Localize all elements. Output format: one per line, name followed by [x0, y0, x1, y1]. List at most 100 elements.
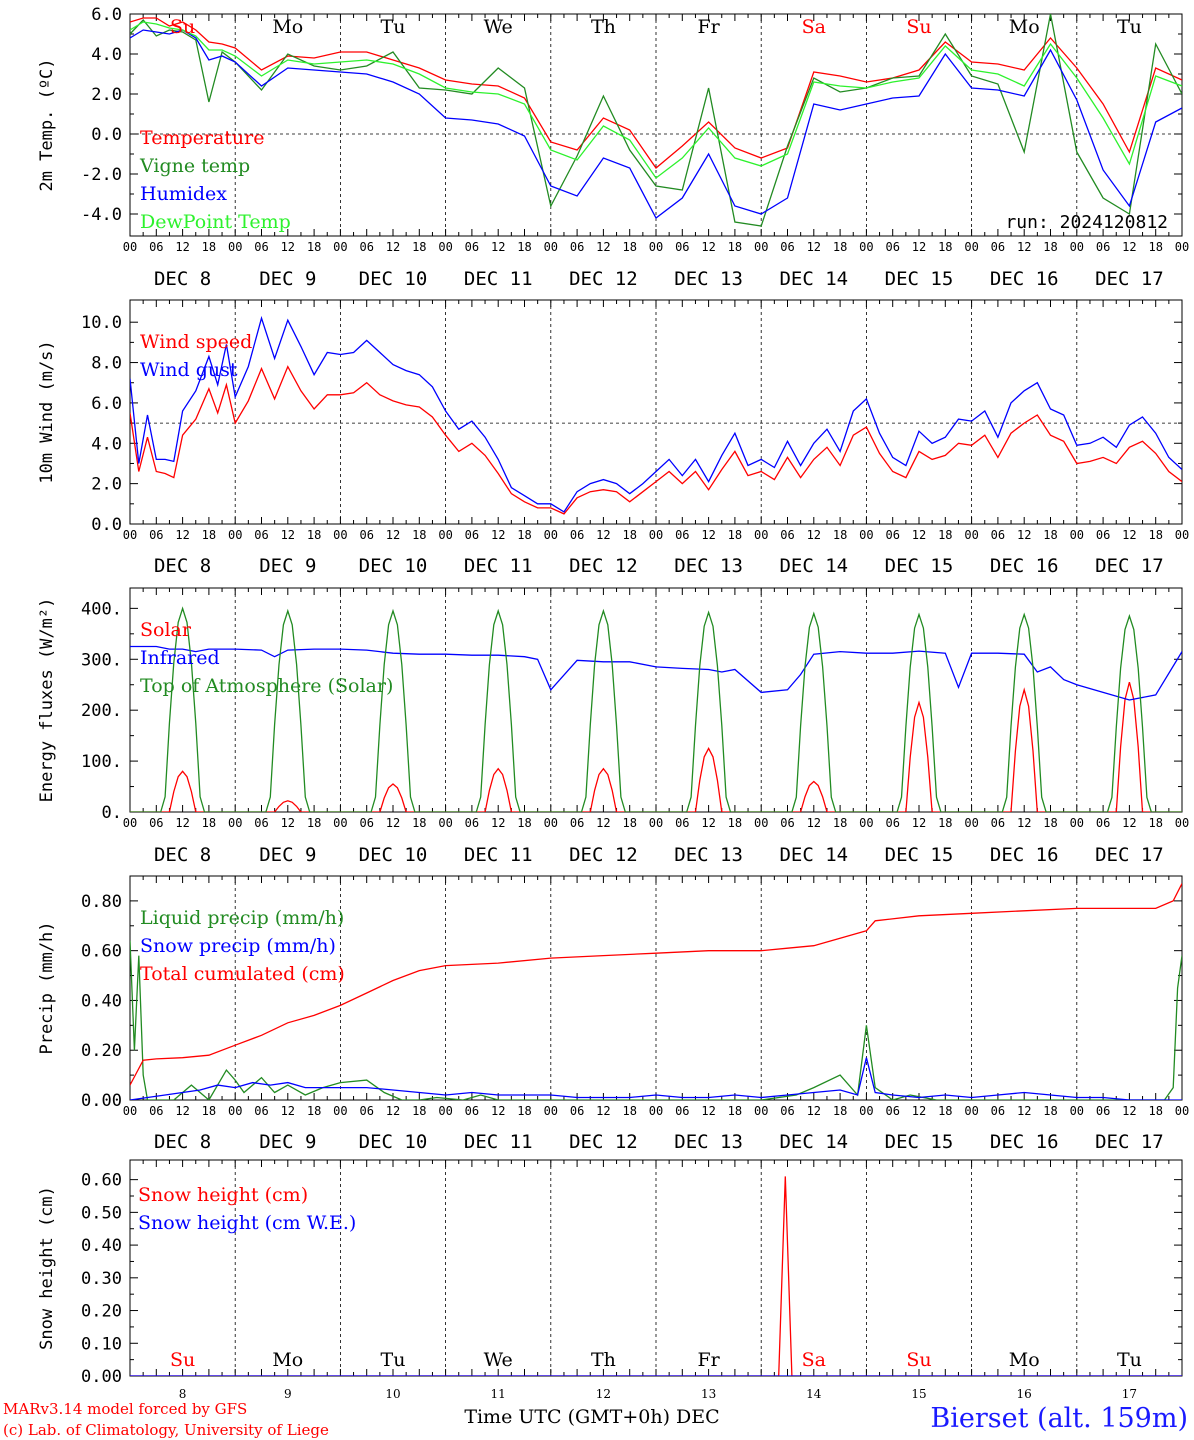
y-tick-label: 100. [81, 752, 122, 772]
y-tick-label: 400. [81, 599, 122, 619]
date-label: DEC 10 [359, 555, 428, 577]
hour-tick-label: 18 [1043, 240, 1057, 254]
y-axis-label: 2m Temp. (ºC) [37, 58, 57, 191]
hour-tick-label: 18 [728, 1104, 742, 1118]
day-number-label: 11 [491, 1387, 506, 1401]
weekday-label: Tu [1117, 16, 1142, 38]
date-label: DEC 9 [259, 844, 316, 866]
series-line-wind-gust [130, 315, 1182, 513]
weekday-label: Su [170, 1349, 195, 1371]
hour-tick-label: 12 [1122, 816, 1136, 830]
hour-tick-label: 06 [675, 816, 689, 830]
hour-tick-label: 06 [991, 528, 1005, 542]
hour-tick-label: 06 [570, 528, 584, 542]
legend-entry: DewPoint Temp [140, 211, 291, 233]
legend-entry: Total cumulated (cm) [140, 963, 345, 985]
hour-tick-label: 00 [859, 240, 873, 254]
date-label: DEC 17 [1095, 268, 1164, 290]
date-label: DEC 14 [779, 844, 848, 866]
footer-lab-credit: (c) Lab. of Climatology, University of L… [3, 1421, 329, 1439]
hour-tick-label: 12 [701, 528, 715, 542]
date-label: DEC 10 [359, 844, 428, 866]
hour-tick-label: 18 [412, 1104, 426, 1118]
hour-tick-label: 18 [202, 816, 216, 830]
hour-tick-label: 06 [465, 528, 479, 542]
hour-tick-label: 18 [517, 816, 531, 830]
hour-tick-label: 18 [412, 816, 426, 830]
hour-tick-label: 00 [754, 1104, 768, 1118]
date-label: DEC 12 [569, 555, 638, 577]
y-tick-label: 2.0 [91, 85, 122, 105]
hour-tick-label: 18 [517, 1104, 531, 1118]
hour-tick-label: 06 [991, 816, 1005, 830]
hour-tick-label: 06 [780, 816, 794, 830]
hour-tick-label: 00 [964, 240, 978, 254]
plot-frame [129, 299, 1183, 525]
hour-tick-label: 00 [544, 240, 558, 254]
weekday-label: Fr [697, 16, 720, 38]
date-label: DEC 17 [1095, 555, 1164, 577]
hour-tick-label: 00 [964, 1104, 978, 1118]
date-label: DEC 14 [779, 268, 848, 290]
hour-tick-label: 00 [859, 528, 873, 542]
y-tick-label: 0.00 [81, 1091, 122, 1111]
hour-tick-label: 12 [1017, 816, 1031, 830]
hour-tick-label: 12 [1017, 1104, 1031, 1118]
hour-tick-label: 18 [622, 528, 636, 542]
hour-tick-label: 00 [228, 528, 242, 542]
hour-tick-label: 00 [123, 240, 137, 254]
hour-tick-label: 18 [833, 1104, 847, 1118]
hour-tick-label: 00 [964, 528, 978, 542]
hour-tick-label: 12 [1122, 1104, 1136, 1118]
day-number-label: 8 [179, 1387, 187, 1401]
hour-tick-label: 00 [1070, 1104, 1084, 1118]
day-number-label: 10 [385, 1387, 400, 1401]
hour-tick-label: 18 [307, 528, 321, 542]
hour-tick-label: 00 [544, 528, 558, 542]
day-number-label: 13 [701, 1387, 716, 1401]
weekday-label: Su [906, 1349, 931, 1371]
hour-tick-label: 12 [596, 240, 610, 254]
hour-tick-label: 12 [596, 528, 610, 542]
day-number-label: 9 [284, 1387, 292, 1401]
run-label: run: 2024120812 [1005, 212, 1168, 233]
date-label: DEC 12 [569, 268, 638, 290]
day-number-label: 17 [1122, 1387, 1137, 1401]
series-line-vigne-temp [130, 14, 1182, 227]
hour-tick-label: 12 [386, 816, 400, 830]
panel-3: 400. 300. 200. 100. 0. Energy fluxes (W/m²) 00… [37, 587, 1189, 866]
hour-tick-label: 06 [149, 528, 163, 542]
date-label: DEC 12 [569, 844, 638, 866]
y-tick-label: 0.10 [81, 1334, 122, 1354]
y-tick-label: 6.0 [91, 5, 122, 25]
hour-tick-label: 00 [649, 816, 663, 830]
date-label: DEC 13 [674, 1131, 743, 1153]
series-line-humidex [130, 29, 1182, 219]
footer-model-credit: MARv3.14 model forced by GFS [3, 1400, 247, 1418]
weekday-label: Su [170, 16, 195, 38]
y-tick-label: 8.0 [91, 354, 122, 374]
hour-tick-label: 00 [438, 1104, 452, 1118]
series-line-snow-precip-mm-h- [130, 1057, 1182, 1100]
hour-tick-label: 12 [1017, 528, 1031, 542]
hour-tick-label: 18 [938, 240, 952, 254]
y-tick-label: 0.0 [91, 515, 122, 535]
series-line-dewpoint-temp [130, 21, 1182, 179]
hour-tick-label: 06 [359, 528, 373, 542]
hour-tick-label: 12 [281, 816, 295, 830]
y-tick-label: 4.0 [91, 45, 122, 65]
hour-tick-label: 00 [228, 1104, 242, 1118]
legend-entry: Snow height (cm) [138, 1184, 308, 1206]
date-label: DEC 9 [259, 1131, 316, 1153]
y-tick-label: 0.00 [81, 1367, 122, 1387]
hour-tick-label: 06 [1096, 816, 1110, 830]
panel-5: 0.60 0.50 0.40 0.30 0.20 0.10 0.00 Snow height … [37, 1159, 1183, 1387]
hour-tick-label: 18 [728, 816, 742, 830]
hour-tick-label: 18 [622, 1104, 636, 1118]
hour-tick-label: 06 [885, 1104, 899, 1118]
hour-tick-label: 18 [728, 528, 742, 542]
hour-tick-label: 00 [1070, 528, 1084, 542]
hour-tick-label: 00 [754, 240, 768, 254]
hour-tick-label: 18 [1043, 528, 1057, 542]
